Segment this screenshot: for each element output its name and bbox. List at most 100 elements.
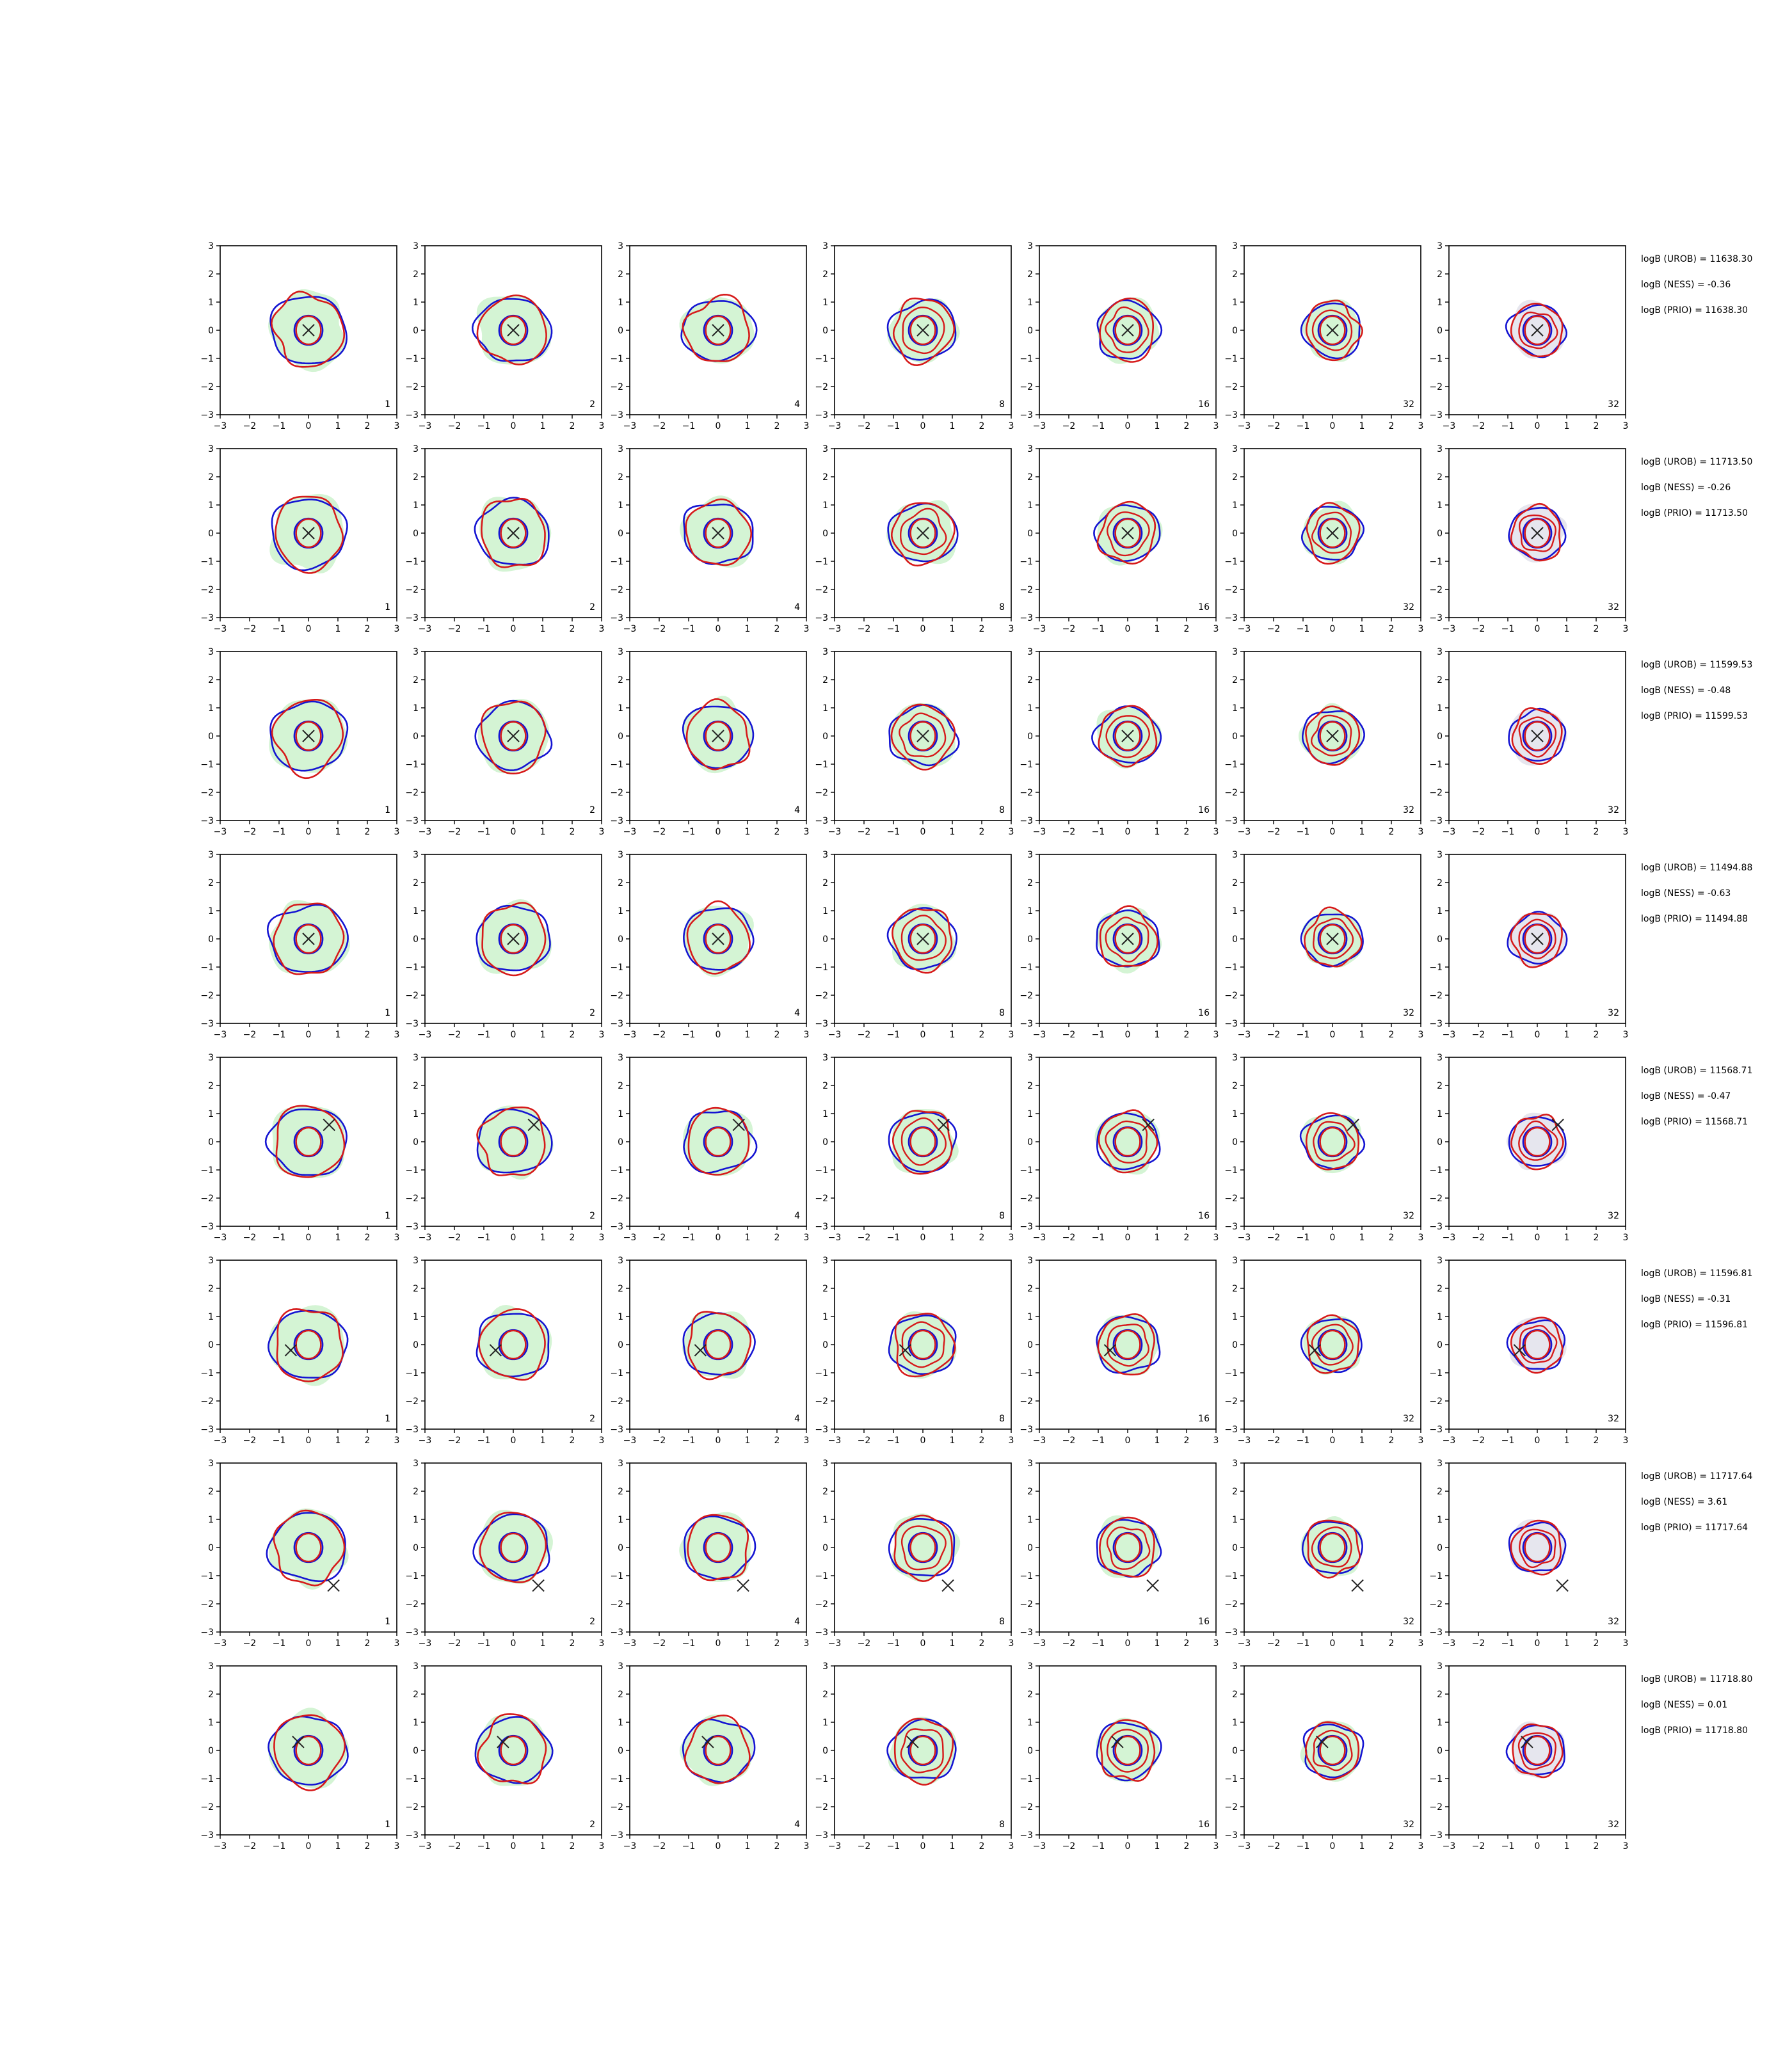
marker-x [302,932,315,945]
x-tick-label: −1 [1501,1233,1515,1243]
y-tick-label: −3 [1224,1222,1238,1232]
x-tick-label: 3 [1009,1233,1014,1243]
x-tick-label: 0 [511,1841,516,1852]
x-tick-label: −3 [419,421,432,431]
y-tick-label: −2 [1429,1194,1443,1204]
x-tick-label: 2 [774,1638,780,1649]
y-tick-label: −2 [815,1802,828,1812]
y-tick-label: 2 [413,1284,419,1294]
y-tick-label: 1 [208,1312,214,1322]
x-tick-label: 3 [1623,827,1629,837]
y-tick-label: −3 [1429,1425,1443,1435]
x-tick-label: 3 [804,1233,810,1243]
x-tick-label: 2 [979,624,985,634]
y-tick-label: −2 [1020,991,1033,1001]
x-tick-label: −2 [243,1436,257,1446]
marker-x [712,730,724,742]
contour-blue-outer [266,1512,346,1583]
panel-r4-c4: −3 −2 −1 0 1 2 3 −3 −2 −1 0 1 2 3 8 [815,850,1014,1040]
y-tick-label: 2 [1232,878,1238,888]
logb-annotation: logB (PRIO) = 11713.50 [1641,508,1748,518]
contour-red-outer [1306,502,1361,565]
x-tick-label: −2 [243,1638,257,1649]
y-tick-label: 3 [1232,1661,1238,1672]
marker-x [1326,932,1339,945]
x-tick-label: 2 [979,421,985,431]
x-tick-label: 1 [335,1030,341,1040]
y-tick-label: −3 [815,816,828,826]
y-tick-label: −2 [815,1396,828,1407]
y-tick-label: 0 [618,326,623,336]
x-tick-label: 1 [1155,624,1160,634]
logb-annotation: logB (UROB) = 11713.50 [1641,457,1752,467]
y-tick-label: 1 [822,1718,828,1728]
y-tick-label: −3 [1020,1425,1033,1435]
panel-label: 2 [589,805,595,815]
x-tick-label: 0 [920,421,926,431]
x-tick-label: 1 [540,1030,546,1040]
y-tick-label: 2 [1232,472,1238,483]
y-tick-label: 2 [1437,472,1443,483]
x-tick-label: 0 [306,1436,312,1446]
x-tick-label: 3 [1009,1436,1014,1446]
x-tick-label: −1 [682,1841,696,1852]
x-tick-label: −3 [419,827,432,837]
y-tick-label: 3 [413,1459,419,1469]
y-tick-label: 1 [822,1312,828,1322]
contour-red-mid [1313,917,1354,959]
x-tick-label: 1 [1155,421,1160,431]
x-tick-label: 0 [716,1638,721,1649]
x-tick-label: 1 [335,1233,341,1243]
contour-red-outer [687,1311,752,1380]
density-fill [1094,1112,1160,1175]
x-tick-label: −1 [887,1233,900,1243]
y-tick-label: −1 [1224,1571,1238,1581]
y-tick-label: 3 [1232,1459,1238,1469]
marker-x [916,932,929,945]
y-tick-label: 3 [822,1053,828,1063]
panel-label: 32 [1608,1008,1619,1018]
y-tick-label: 0 [1437,1340,1443,1350]
panel-r4-c7: −3 −2 −1 0 1 2 3 −3 −2 −1 0 1 2 3 32 [1429,850,1628,1040]
x-tick-label: 2 [1594,827,1599,837]
x-tick-label: −2 [1267,1638,1281,1649]
y-tick-label: 3 [1027,1661,1033,1672]
x-tick-label: 2 [1184,624,1190,634]
contour-blue-outer [1508,507,1567,561]
logb-annotation: logB (NESS) = -0.31 [1641,1294,1731,1304]
panel-r6-c3: −3 −2 −1 0 1 2 3 −3 −2 −1 0 1 2 3 4 [610,1256,809,1446]
x-tick-label: 1 [1359,1233,1365,1243]
y-tick-label: −2 [200,788,214,798]
panel-r5-c2: −3 −2 −1 0 1 2 3 −3 −2 −1 0 1 2 3 2 [405,1053,604,1243]
x-tick-label: 2 [570,421,575,431]
x-tick-label: −3 [214,1436,227,1446]
y-tick-label: −1 [815,557,828,567]
contour-blue-outer [683,907,755,971]
panel-label: 8 [999,805,1005,815]
x-tick-label: −1 [682,1638,696,1649]
y-tick-label: 2 [1232,1081,1238,1091]
x-tick-label: −2 [1472,624,1485,634]
y-tick-label: −1 [1020,1571,1033,1581]
y-tick-label: 0 [413,732,419,742]
panel-label: 1 [385,399,390,410]
panel-r2-c4: −3 −2 −1 0 1 2 3 −3 −2 −1 0 1 2 3 8 [815,444,1014,634]
x-tick-label: −1 [1297,827,1310,837]
y-tick-label: −3 [610,410,623,420]
contour-red-outer [478,1308,546,1381]
contour-red-inner [1319,1126,1346,1157]
contour-blue-outer [1300,506,1365,561]
x-tick-label: −2 [1062,624,1076,634]
x-tick-label: 1 [950,1841,956,1852]
panel-r5-c1: −3 −2 −1 0 1 2 3 −3 −2 −1 0 1 2 3 1 [200,1053,399,1243]
x-tick-label: 3 [1623,1233,1629,1243]
y-tick-label: 2 [1027,1690,1033,1700]
y-tick-label: 3 [208,850,214,860]
x-tick-label: 2 [979,1030,985,1040]
y-tick-label: −1 [1020,1368,1033,1379]
y-tick-label: −1 [1429,760,1443,770]
marker-x [284,1344,298,1357]
x-tick-label: −3 [1033,624,1046,634]
panel-label: 8 [999,1820,1005,1830]
contour-red-outer [1304,906,1363,968]
